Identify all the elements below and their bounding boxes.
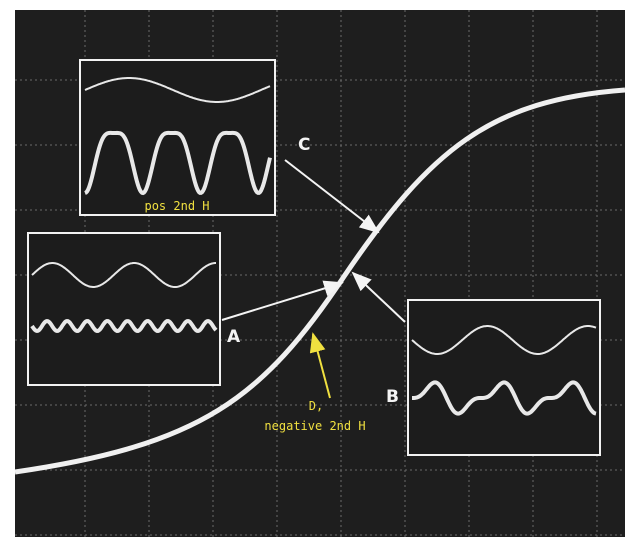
caption-c: pos 2nd H [144,199,209,213]
scope-figure: C pos 2nd H A B D, negative 2nd H [0,0,625,537]
caption-d: negative 2nd H [264,419,365,433]
label-b: B [386,387,399,407]
label-d: D, [309,399,323,413]
inset-b [408,300,600,455]
inset-c [80,60,275,215]
inset-a [28,233,220,385]
page: C pos 2nd H A B D, negative 2nd H (() =>… [0,0,625,537]
label-a: A [227,327,241,347]
label-c: C [298,135,310,155]
